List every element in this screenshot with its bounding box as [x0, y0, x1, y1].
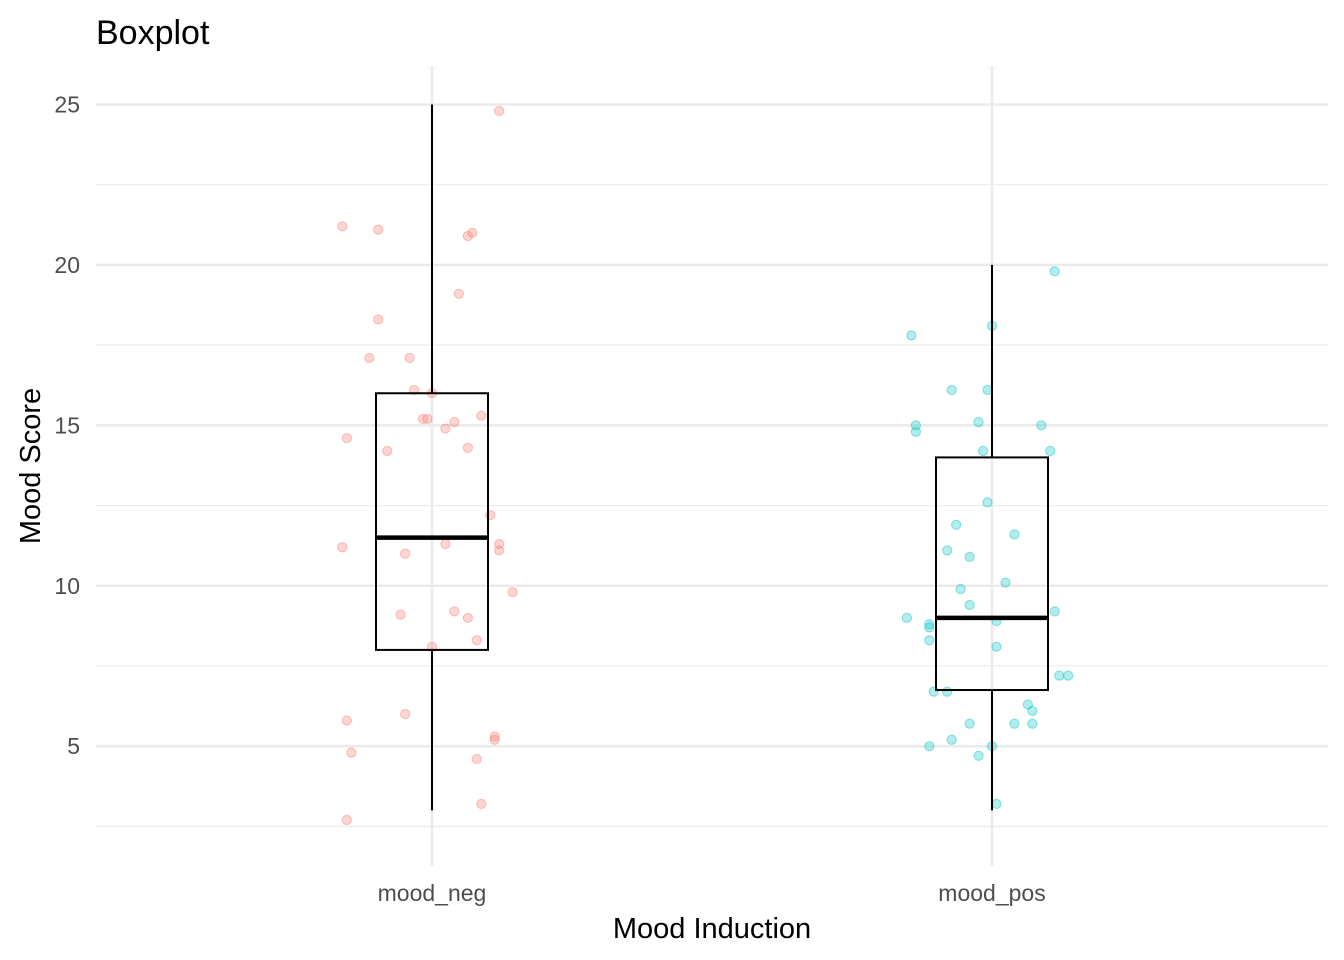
data-point — [1063, 670, 1074, 681]
y-axis-title: Mood Score — [15, 388, 47, 544]
y-tick-label: 5 — [67, 733, 80, 759]
data-point — [337, 542, 348, 553]
jitter-points — [337, 105, 1074, 826]
data-point — [449, 417, 460, 428]
data-point — [373, 224, 384, 235]
data-point — [924, 619, 935, 630]
data-point — [476, 798, 487, 810]
boxes — [375, 104, 1049, 811]
data-point — [382, 445, 393, 457]
data-point — [440, 423, 451, 434]
data-point — [462, 612, 473, 623]
data-point — [341, 715, 352, 726]
data-point — [462, 442, 473, 453]
data-point — [964, 718, 975, 729]
data-point — [417, 413, 429, 425]
data-point — [991, 641, 1002, 652]
data-point — [964, 551, 975, 562]
data-point — [946, 384, 957, 396]
data-point — [440, 538, 451, 550]
data-point — [951, 519, 962, 530]
data-point — [1036, 420, 1047, 431]
data-point — [901, 612, 912, 623]
data-point — [422, 413, 433, 425]
data-point — [453, 288, 464, 299]
tick-labels: 5 10 15 20 25 mood_neg mood_pos — [54, 92, 1045, 907]
data-point — [1054, 670, 1065, 681]
data-point — [942, 545, 953, 556]
data-point — [373, 314, 384, 325]
data-point — [341, 433, 352, 444]
data-point — [1027, 718, 1038, 729]
data-point — [955, 583, 966, 595]
data-point — [1027, 705, 1038, 716]
grid-lines — [96, 66, 1328, 866]
data-point — [1000, 577, 1011, 588]
data-point — [489, 731, 500, 742]
data-point — [489, 734, 500, 745]
data-point — [973, 750, 984, 761]
data-point — [982, 384, 993, 396]
data-point — [341, 814, 352, 826]
data-point — [906, 330, 917, 341]
data-point — [471, 753, 482, 765]
data-point — [494, 105, 505, 117]
data-point — [346, 747, 357, 758]
data-point — [494, 538, 505, 550]
data-point — [494, 545, 505, 556]
data-point — [977, 445, 989, 457]
data-point — [404, 352, 415, 364]
data-point — [946, 734, 957, 745]
data-point — [924, 622, 935, 633]
data-point — [924, 741, 935, 752]
data-point — [449, 606, 460, 617]
x-tick-label: mood_neg — [378, 880, 487, 906]
box-iqr — [935, 456, 1049, 692]
data-point — [1009, 529, 1020, 540]
data-point — [471, 635, 482, 646]
x-tick-label: mood_pos — [938, 880, 1045, 906]
data-point — [1049, 266, 1060, 277]
data-point — [467, 227, 478, 238]
data-point — [973, 417, 984, 428]
data-point — [910, 426, 921, 437]
data-point — [1045, 445, 1056, 457]
x-axis-title: Mood Induction — [613, 913, 811, 945]
y-tick-label: 10 — [54, 573, 80, 599]
data-point — [964, 599, 975, 611]
data-point — [337, 221, 348, 232]
data-point — [476, 410, 487, 421]
data-point — [910, 420, 921, 431]
data-point — [507, 587, 518, 598]
chart-title: Boxplot — [96, 14, 210, 52]
data-point — [1022, 699, 1033, 710]
data-point — [924, 635, 935, 646]
y-tick-label: 20 — [54, 252, 80, 278]
data-point — [1049, 606, 1060, 617]
data-point — [982, 497, 993, 508]
y-tick-label: 25 — [54, 92, 80, 118]
y-tick-label: 15 — [54, 412, 80, 438]
data-point — [364, 352, 375, 364]
box-iqr — [375, 392, 489, 651]
data-point — [1009, 718, 1020, 729]
data-point — [991, 798, 1002, 810]
data-point — [942, 686, 953, 697]
data-point — [462, 230, 473, 242]
data-point — [395, 609, 406, 620]
data-point — [400, 708, 411, 720]
data-point — [400, 548, 411, 559]
